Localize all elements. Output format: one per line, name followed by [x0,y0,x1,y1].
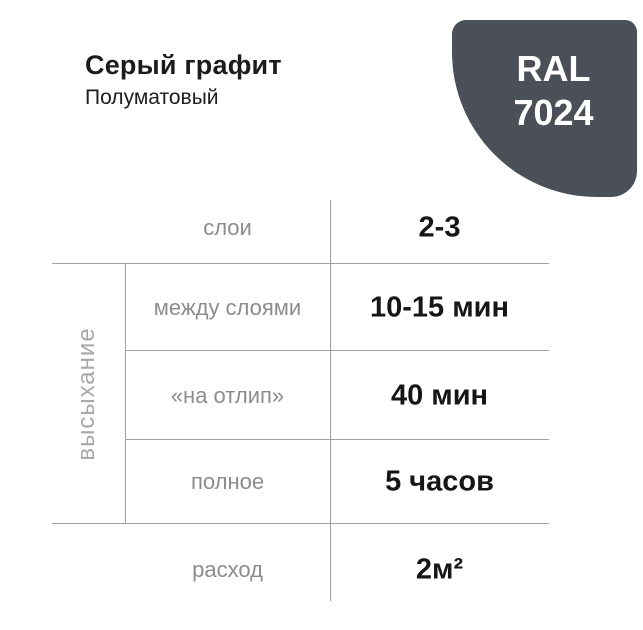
finish-subtitle: Полуматовый [85,86,219,109]
ral-badge-code: 7024 [513,91,594,133]
row-label-touch-dry: «на отлип» [170,383,285,408]
row-label-full-dry: полное [190,469,265,494]
group-divider-vertical [125,263,126,523]
row-value-touch-dry: 40 мин [390,379,489,412]
row-value-layers: 2-3 [418,211,461,244]
row-label-coverage: расход [192,557,263,582]
table-divider-row3 [126,439,549,440]
row-label-between-coats: между слоями [153,295,302,320]
table-divider-row2 [126,350,549,351]
table-divider-row4 [52,523,549,524]
ral-badge-prefix: RAL [516,47,591,89]
row-value-coverage: 2м² [415,553,464,586]
ral-badge: RAL 7024 [452,20,637,197]
table-divider-row1 [52,263,549,264]
row-value-full-dry: 5 часов [385,465,494,498]
row-value-between-coats: 10-15 мин [369,291,510,324]
row-label-layers: слои [203,215,252,240]
table-divider-vertical [330,200,331,601]
group-label-drying: высыхание [73,327,100,461]
page-title: Серый графит [85,50,282,80]
